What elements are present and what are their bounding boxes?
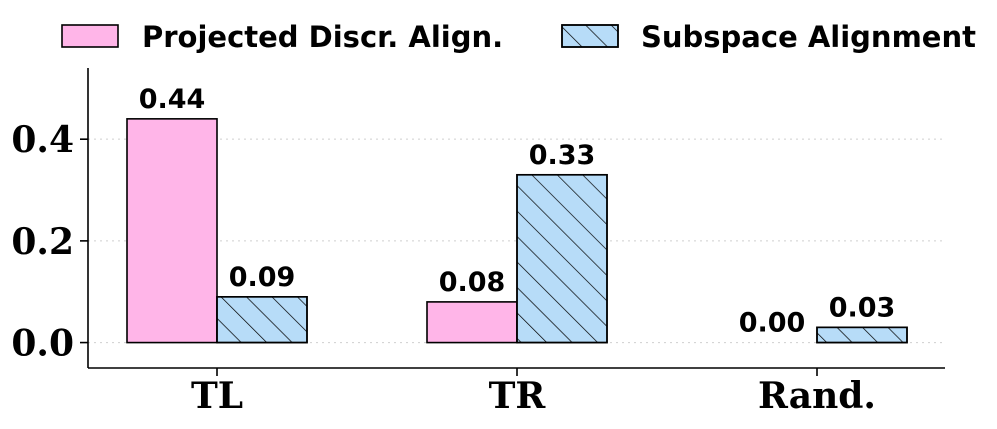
x-ticks: TL TR Rand. — [191, 368, 876, 417]
data-labels: 0.44 0.09 0.08 0.33 0.00 0.03 — [139, 84, 896, 339]
bar-subspace-hatch — [516, 173, 608, 344]
legend-item-projected: Projected Discr. Align. — [61, 20, 503, 54]
legend-swatch-subspace-hatch — [561, 24, 619, 48]
y-tick-label: 0.2 — [11, 221, 74, 263]
legend-item-subspace: Subspace Alignment — [561, 20, 976, 54]
bar-projected — [426, 301, 518, 344]
y-ticks: 0.0 0.2 0.4 — [11, 119, 88, 365]
x-tick-label: TL — [191, 375, 243, 417]
legend-swatch-projected — [61, 24, 119, 48]
bar-subspace-hatch — [216, 296, 308, 344]
bar-subspace-hatch — [816, 326, 908, 344]
y-tick-label: 0.4 — [11, 119, 74, 161]
data-label: 0.00 — [739, 308, 806, 339]
data-label: 0.09 — [229, 262, 296, 293]
x-tick-label: TR — [489, 375, 547, 417]
grid-lines — [88, 138, 945, 344]
data-label: 0.44 — [139, 84, 206, 115]
data-label: 0.33 — [529, 140, 596, 171]
x-tick-label: Rand. — [758, 375, 876, 417]
legend: Projected Discr. Align. Subspace Alignme… — [61, 20, 976, 54]
data-label: 0.08 — [439, 267, 506, 298]
y-tick-label: 0.0 — [11, 323, 74, 365]
bar-projected — [126, 118, 218, 344]
data-label: 0.03 — [829, 292, 896, 323]
legend-label-projected: Projected Discr. Align. — [142, 20, 503, 54]
legend-label-subspace: Subspace Alignment — [641, 20, 976, 54]
bars — [126, 118, 908, 344]
